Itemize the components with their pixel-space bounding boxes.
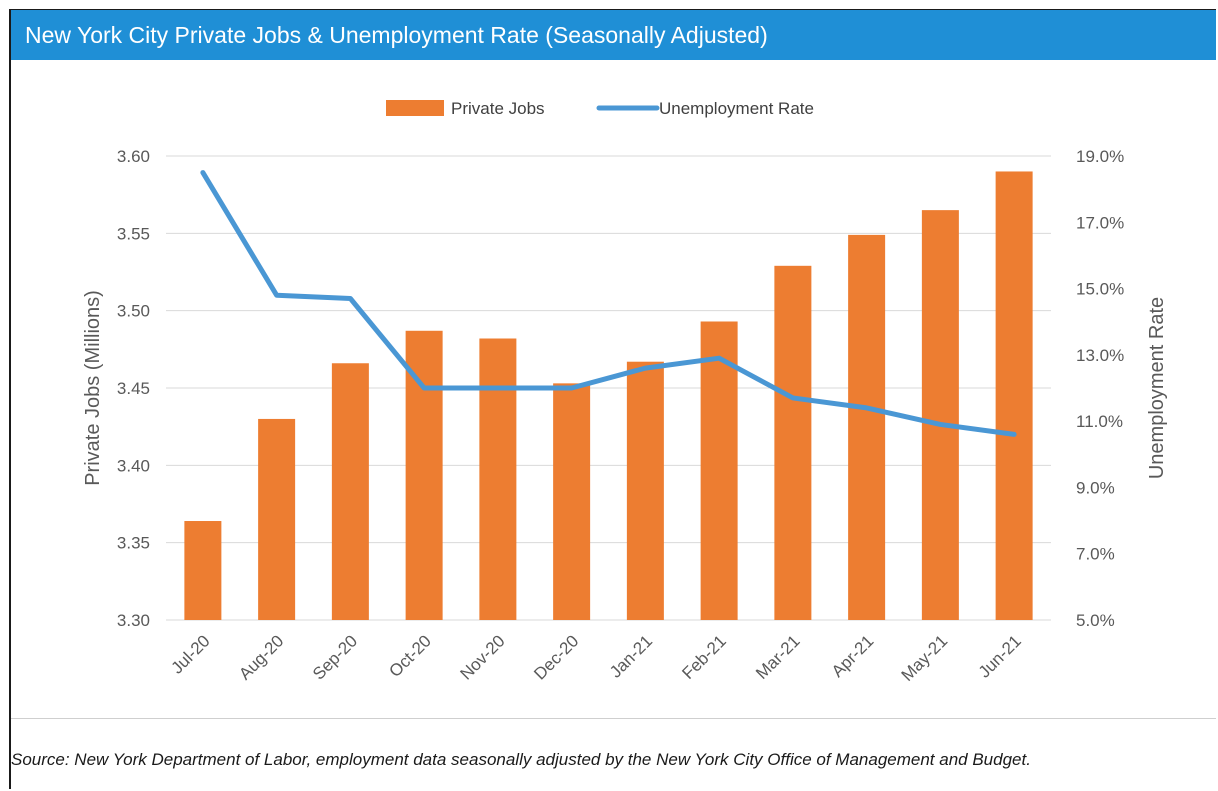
x-tick-label: Sep-20 xyxy=(309,631,361,683)
bar-private-jobs xyxy=(848,234,886,620)
x-tick-label: Oct-20 xyxy=(385,631,435,681)
y-tick-label: 3.55 xyxy=(117,224,150,243)
y-tick-label: 3.35 xyxy=(117,534,150,553)
x-tick-label: Jul-20 xyxy=(168,631,214,677)
y2-tick-label: 15.0% xyxy=(1076,280,1124,299)
y-tick-label: 3.50 xyxy=(117,302,150,321)
y2-axis-title: Unemployment Rate xyxy=(1146,297,1168,479)
footer-divider xyxy=(11,718,1216,719)
bar-private-jobs xyxy=(700,321,738,620)
y-axis-title: Private Jobs (Millions) xyxy=(82,290,104,486)
y2-tick-label: 19.0% xyxy=(1076,147,1124,166)
bar-private-jobs xyxy=(995,171,1033,620)
x-tick-label: Mar-21 xyxy=(752,631,804,683)
chart-title: New York City Private Jobs & Unemploymen… xyxy=(11,10,1216,60)
y2-tick-label: 7.0% xyxy=(1076,545,1115,564)
bar-private-jobs xyxy=(553,383,591,620)
x-tick-label: Jan-21 xyxy=(606,631,656,681)
x-tick-label: May-21 xyxy=(898,631,952,685)
source-note: Source: New York Department of Labor, em… xyxy=(11,750,1031,769)
y2-tick-label: 17.0% xyxy=(1076,213,1124,232)
legend-label-private-jobs: Private Jobs xyxy=(451,99,545,118)
y2-tick-label: 5.0% xyxy=(1076,611,1115,630)
y-tick-label: 3.30 xyxy=(117,611,150,630)
bar-private-jobs xyxy=(405,330,443,620)
legend-swatch-private-jobs xyxy=(386,100,444,116)
x-tick-label: Nov-20 xyxy=(457,631,509,683)
combo-chart: 3.30 3.35 3.40 3.45 3.50 3.55 3.60 5.0% 7.0% 9.0%… xyxy=(82,99,1168,685)
y-tick-label: 3.60 xyxy=(117,147,150,166)
y2-tick-label: 9.0% xyxy=(1076,478,1115,497)
x-tick-label: Feb-21 xyxy=(678,631,730,683)
x-tick-label: Apr-21 xyxy=(828,631,878,681)
x-tick-label: Aug-20 xyxy=(235,631,287,683)
y2-tick-label: 13.0% xyxy=(1076,346,1124,365)
y2-tick-label: 11.0% xyxy=(1076,412,1123,431)
bar-private-jobs xyxy=(774,265,812,620)
x-tick-label: Dec-20 xyxy=(530,631,582,683)
bar-private-jobs xyxy=(331,363,369,620)
bar-private-jobs xyxy=(479,338,517,620)
bar-private-jobs xyxy=(626,361,664,620)
chart-frame: New York City Private Jobs & Unemploymen… xyxy=(9,9,1216,789)
bar-private-jobs xyxy=(921,210,959,620)
bar-private-jobs xyxy=(258,418,296,620)
y-tick-label: 3.40 xyxy=(117,456,150,475)
y-tick-label: 3.45 xyxy=(117,379,150,398)
x-tick-label: Jun-21 xyxy=(975,631,1025,681)
line-unemployment-rate xyxy=(200,170,1017,437)
bar-private-jobs xyxy=(184,521,222,620)
legend-label-unemployment-rate: Unemployment Rate xyxy=(659,99,814,118)
